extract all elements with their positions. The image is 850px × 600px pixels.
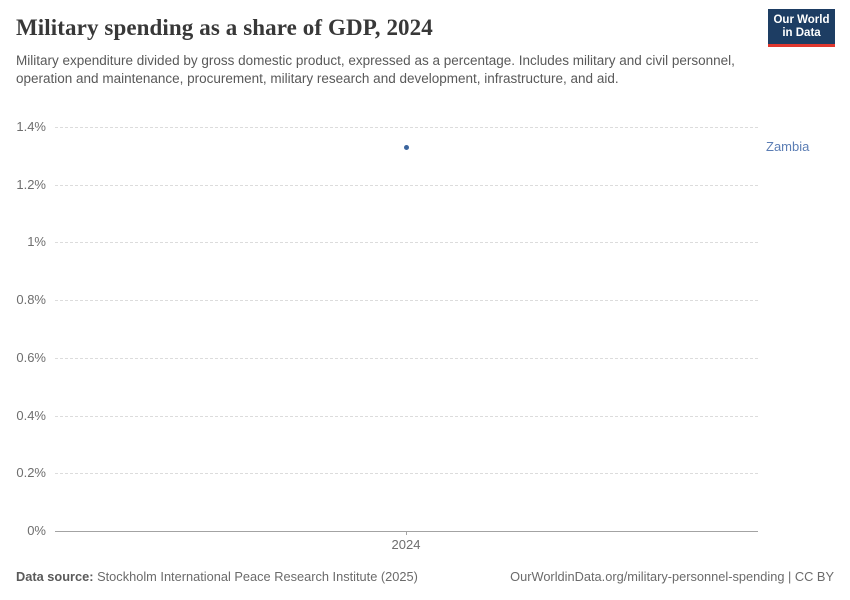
y-axis-tick-label: 0% — [27, 523, 46, 538]
credit-link[interactable]: OurWorldinData.org/military-personnel-sp… — [510, 569, 834, 584]
x-axis-tick — [406, 531, 407, 535]
x-axis-tick-label: 2024 — [391, 537, 421, 552]
y-gridline — [55, 184, 758, 186]
y-axis-tick-label: 0.2% — [16, 465, 46, 481]
y-axis-tick-label: 1.4% — [16, 119, 46, 134]
owid-logo[interactable]: Our World in Data — [768, 9, 835, 47]
y-gridline — [55, 473, 758, 475]
data-source-text: Stockholm International Peace Research I… — [93, 569, 418, 584]
y-axis-tick-label: 0.6% — [16, 349, 46, 365]
chart-title: Military spending as a share of GDP, 202… — [16, 15, 433, 40]
y-gridline — [55, 127, 758, 128]
chart-subtitle: Military expenditure divided by gross do… — [16, 53, 735, 86]
y-axis-tick-label: 0.8% — [16, 292, 46, 308]
chart-footer: Data source: Stockholm International Pea… — [16, 569, 834, 584]
owid-logo-line1: Our World — [773, 14, 830, 26]
owid-logo-line2: in Data — [782, 27, 821, 39]
y-axis-tick-label: 1% — [27, 234, 46, 250]
data-point-zambia[interactable] — [404, 144, 409, 150]
x-axis-line — [55, 531, 758, 532]
y-gridline — [55, 415, 758, 417]
y-gridline — [55, 300, 758, 302]
data-source-label: Data source: — [16, 569, 94, 584]
y-gridline — [55, 242, 758, 244]
y-axis-tick-label: 0.4% — [16, 407, 46, 423]
y-gridline — [55, 357, 758, 359]
data-source-note: Data source: Stockholm International Pea… — [16, 569, 418, 584]
entity-label-zambia[interactable]: Zambia — [766, 139, 810, 155]
y-axis-tick-label: 1.2% — [16, 176, 46, 192]
plot-area: 2024 — [55, 127, 758, 552]
